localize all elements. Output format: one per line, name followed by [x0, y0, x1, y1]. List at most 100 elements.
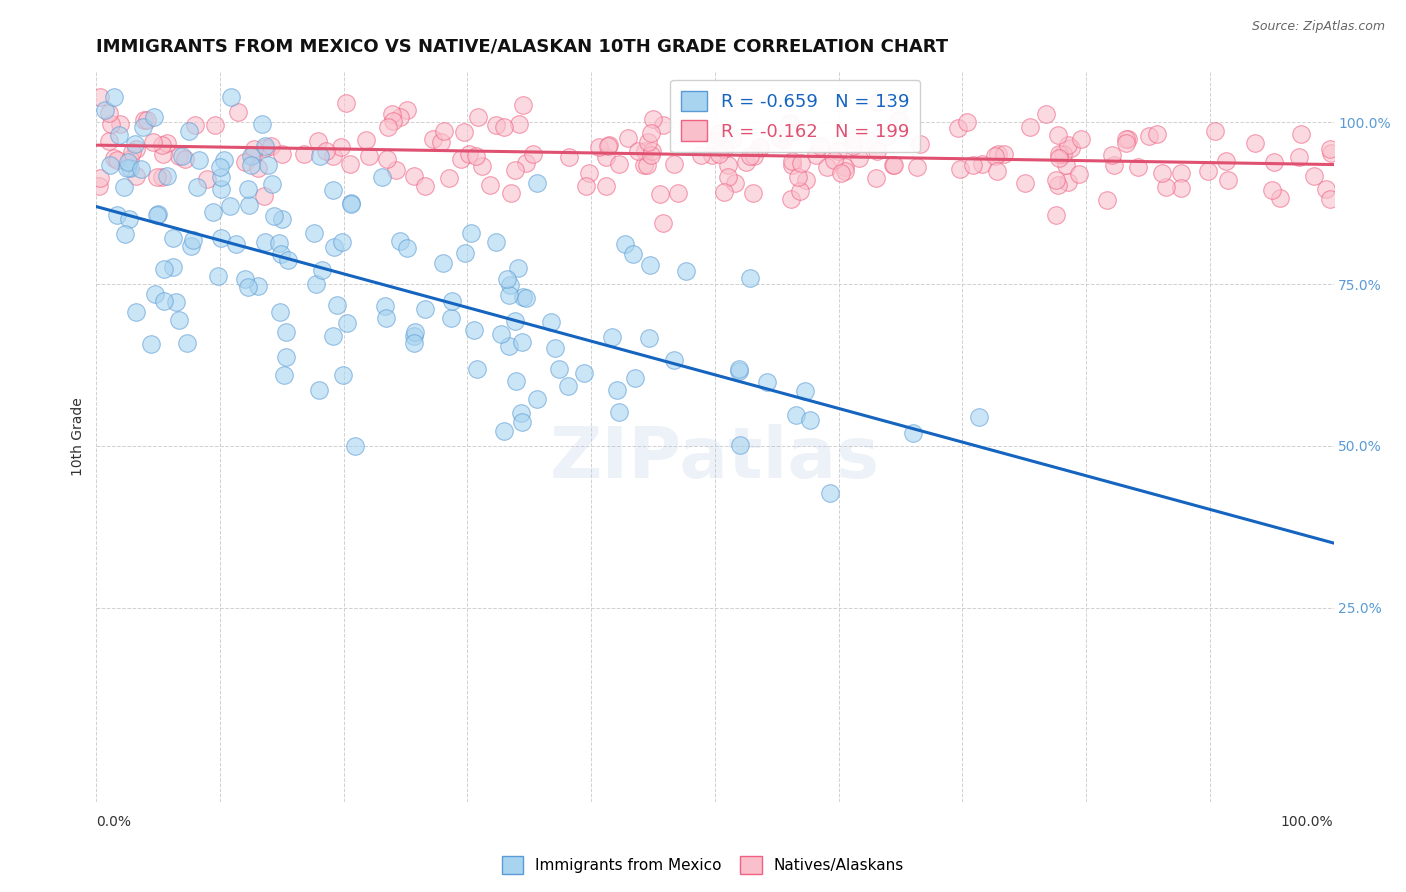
Point [1150, 166, 1173, 180]
Point [508, 261, 530, 276]
Point [247, 279, 270, 293]
Legend: R = -0.659   N = 139, R = -0.162   N = 199: R = -0.659 N = 139, R = -0.162 N = 199 [671, 79, 921, 153]
Point [508, 117, 530, 131]
Point [780, 158, 803, 172]
Point [236, 279, 259, 293]
Point [207, 268, 229, 283]
Point [704, 134, 727, 148]
Point [273, 368, 295, 382]
Point [666, 186, 689, 200]
Point [548, 362, 571, 376]
Point [422, 132, 444, 146]
Point [162, 260, 184, 274]
Point [165, 295, 187, 310]
Point [740, 270, 762, 285]
Point [1215, 153, 1237, 168]
Point [124, 136, 146, 151]
Point [322, 183, 344, 197]
Point [1261, 183, 1284, 197]
Point [598, 137, 620, 152]
Point [640, 126, 662, 140]
Point [177, 124, 200, 138]
Point [1035, 107, 1057, 121]
Point [124, 305, 146, 319]
Point [1302, 169, 1324, 184]
Point [233, 272, 256, 286]
Point [208, 160, 231, 174]
Point [908, 137, 931, 152]
Point [308, 148, 330, 162]
Point [969, 410, 991, 425]
Point [1216, 173, 1239, 187]
Point [769, 131, 792, 145]
Point [402, 328, 425, 343]
Legend: Immigrants from Mexico, Natives/Alaskans: Immigrants from Mexico, Natives/Alaskans [496, 850, 910, 880]
Point [820, 486, 842, 500]
Point [742, 149, 765, 163]
Point [1289, 127, 1312, 141]
Point [505, 163, 527, 178]
Point [606, 384, 628, 398]
Point [1126, 160, 1149, 174]
Point [335, 95, 357, 110]
Point [202, 204, 225, 219]
Point [717, 158, 740, 172]
Point [498, 339, 520, 353]
Point [1014, 177, 1036, 191]
Point [97, 106, 120, 120]
Point [675, 264, 697, 278]
Point [404, 326, 426, 340]
Point [756, 376, 779, 390]
Point [115, 161, 138, 175]
Point [785, 409, 807, 423]
Point [515, 155, 537, 169]
Point [87, 179, 110, 194]
Point [247, 161, 270, 176]
Point [209, 231, 232, 245]
Point [454, 245, 477, 260]
Point [257, 158, 280, 172]
Text: ZIPatlas: ZIPatlas [550, 424, 880, 492]
Point [89, 171, 111, 186]
Point [94, 103, 117, 118]
Point [238, 198, 260, 212]
Point [544, 341, 567, 355]
Point [172, 148, 194, 162]
Point [713, 185, 735, 199]
Point [458, 147, 481, 161]
Point [254, 139, 277, 153]
Point [1070, 132, 1092, 146]
Point [219, 89, 242, 103]
Point [993, 146, 1015, 161]
Point [413, 301, 436, 316]
Point [271, 147, 294, 161]
Point [186, 179, 208, 194]
Point [1243, 136, 1265, 150]
Point [613, 237, 636, 252]
Point [786, 169, 808, 184]
Point [184, 119, 207, 133]
Point [143, 111, 166, 125]
Point [146, 170, 169, 185]
Point [987, 147, 1010, 161]
Point [105, 153, 128, 167]
Point [432, 256, 454, 270]
Point [89, 90, 111, 104]
Point [641, 144, 664, 158]
Point [638, 331, 661, 345]
Point [180, 238, 202, 252]
Point [153, 293, 176, 308]
Point [150, 170, 173, 185]
Point [526, 176, 548, 190]
Point [717, 170, 740, 185]
Point [118, 161, 141, 175]
Point [790, 156, 813, 170]
Point [499, 186, 522, 201]
Point [512, 98, 534, 112]
Point [842, 132, 865, 146]
Point [794, 384, 817, 398]
Point [1060, 140, 1083, 154]
Point [633, 159, 655, 173]
Point [772, 133, 794, 147]
Point [799, 413, 821, 427]
